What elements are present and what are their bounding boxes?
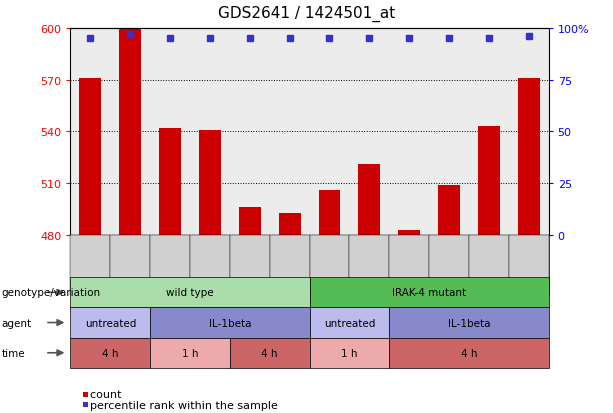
Bar xyxy=(518,79,539,235)
Text: percentile rank within the sample: percentile rank within the sample xyxy=(83,400,278,410)
Point xyxy=(166,36,175,43)
Text: time: time xyxy=(1,348,25,358)
Text: genotype/variation: genotype/variation xyxy=(1,287,101,298)
Bar xyxy=(150,29,190,235)
Bar xyxy=(478,127,500,235)
Bar xyxy=(310,29,349,235)
Bar xyxy=(80,79,101,235)
Bar xyxy=(190,29,230,235)
Bar xyxy=(469,29,509,235)
Point xyxy=(245,36,255,43)
Point xyxy=(484,36,494,43)
Text: 1 h: 1 h xyxy=(341,348,357,358)
Bar xyxy=(279,213,300,235)
Bar xyxy=(359,165,380,235)
Text: IL-1beta: IL-1beta xyxy=(208,318,251,328)
Text: untreated: untreated xyxy=(324,318,375,328)
Bar xyxy=(120,27,141,235)
Text: count: count xyxy=(83,389,121,399)
Text: GDS2641 / 1424501_at: GDS2641 / 1424501_at xyxy=(218,6,395,22)
Text: 4 h: 4 h xyxy=(262,348,278,358)
Text: IRAK-4 mutant: IRAK-4 mutant xyxy=(392,287,466,298)
Bar xyxy=(70,29,110,235)
Point xyxy=(86,36,96,43)
Bar xyxy=(319,191,340,235)
Bar xyxy=(398,230,420,235)
Point xyxy=(524,34,533,40)
Point xyxy=(444,36,454,43)
Bar xyxy=(349,29,389,235)
Point xyxy=(405,36,414,43)
Text: 4 h: 4 h xyxy=(461,348,477,358)
Point xyxy=(205,36,215,43)
Text: IL-1beta: IL-1beta xyxy=(447,318,490,328)
Bar xyxy=(110,29,150,235)
Point xyxy=(325,36,335,43)
Bar xyxy=(438,185,460,235)
Bar xyxy=(429,29,469,235)
Bar xyxy=(270,29,310,235)
Text: 4 h: 4 h xyxy=(102,348,118,358)
Point xyxy=(284,36,294,43)
Text: wild type: wild type xyxy=(166,287,214,298)
Point xyxy=(364,36,374,43)
Point xyxy=(125,32,135,38)
Text: agent: agent xyxy=(1,318,31,328)
Text: 1 h: 1 h xyxy=(182,348,198,358)
Bar xyxy=(509,29,549,235)
Text: untreated: untreated xyxy=(85,318,136,328)
Bar xyxy=(389,29,429,235)
Bar xyxy=(199,131,221,235)
Bar xyxy=(159,129,181,235)
Bar xyxy=(239,208,261,235)
Bar xyxy=(230,29,270,235)
